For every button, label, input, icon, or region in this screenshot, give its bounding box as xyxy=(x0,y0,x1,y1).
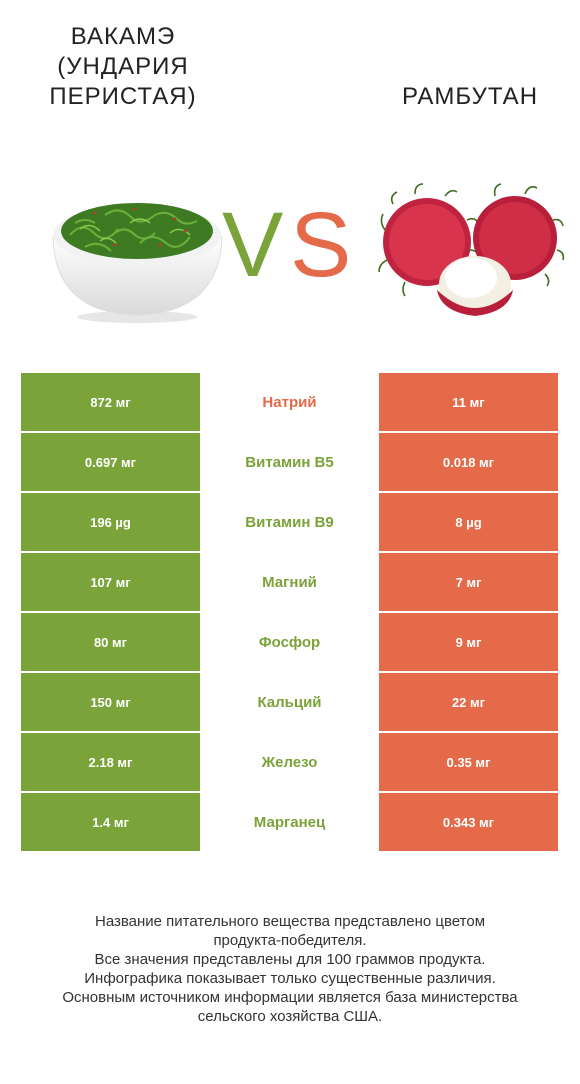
nutrient-name: Витамин B5 xyxy=(200,433,379,491)
right-value: 0.35 мг xyxy=(379,733,558,791)
rambutan-image xyxy=(378,183,565,316)
left-value: 196 µg xyxy=(21,493,200,551)
nutrient-name: Магний xyxy=(200,553,379,611)
left-value: 1.4 мг xyxy=(21,793,200,851)
footer-line: Основным источником информации является … xyxy=(62,989,518,1006)
wakame-bowl-image xyxy=(52,203,223,323)
vs-logo: V S xyxy=(222,200,351,290)
nutrient-comparison-table: 872 мг Натрий 11 мг 0.697 мг Витамин B5 … xyxy=(21,373,558,853)
nutrient-name: Витамин B9 xyxy=(200,493,379,551)
left-value: 872 мг xyxy=(21,373,200,431)
footer-notes: Название питательного вещества представл… xyxy=(20,912,560,1026)
footer-line: Инфографика показывает только существенн… xyxy=(84,970,496,987)
nutrient-name: Железо xyxy=(200,733,379,791)
vs-letter-v: V xyxy=(222,200,283,290)
right-product-title: Рамбутан xyxy=(401,83,539,110)
footer-line: Название питательного вещества представл… xyxy=(94,913,486,930)
right-value: 11 мг xyxy=(379,373,558,431)
table-row: 80 мг Фосфор 9 мг xyxy=(21,613,558,671)
table-row: 1.4 мг Марганец 0.343 мг xyxy=(21,793,558,851)
left-value: 0.697 мг xyxy=(21,433,200,491)
left-value: 2.18 мг xyxy=(21,733,200,791)
table-row: 150 мг Кальций 22 мг xyxy=(21,673,558,731)
nutrient-name: Марганец xyxy=(200,793,379,851)
table-row: 196 µg Витамин B9 8 µg xyxy=(21,493,558,551)
table-row: 0.697 мг Витамин B5 0.018 мг xyxy=(21,433,558,491)
right-value: 8 µg xyxy=(379,493,558,551)
nutrient-name: Фосфор xyxy=(200,613,379,671)
right-value: 7 мг xyxy=(379,553,558,611)
right-value: 9 мг xyxy=(379,613,558,671)
table-row: 2.18 мг Железо 0.35 мг xyxy=(21,733,558,791)
footer-line: продукта-победителя. xyxy=(213,932,367,949)
nutrient-name: Натрий xyxy=(200,373,379,431)
nutrient-name: Кальций xyxy=(200,673,379,731)
table-row: 872 мг Натрий 11 мг xyxy=(21,373,558,431)
footer-line: сельского хозяйства США. xyxy=(197,1008,383,1025)
left-value: 150 мг xyxy=(21,673,200,731)
left-product-title: Вакамэ (Ундария перистая) xyxy=(49,23,197,110)
right-value: 22 мг xyxy=(379,673,558,731)
left-value: 80 мг xyxy=(21,613,200,671)
right-value: 0.343 мг xyxy=(379,793,558,851)
vs-letter-s: S xyxy=(290,200,351,290)
right-value: 0.018 мг xyxy=(379,433,558,491)
table-row: 107 мг Магний 7 мг xyxy=(21,553,558,611)
left-value: 107 мг xyxy=(21,553,200,611)
footer-line: Все значения представлены для 100 граммо… xyxy=(94,951,486,968)
